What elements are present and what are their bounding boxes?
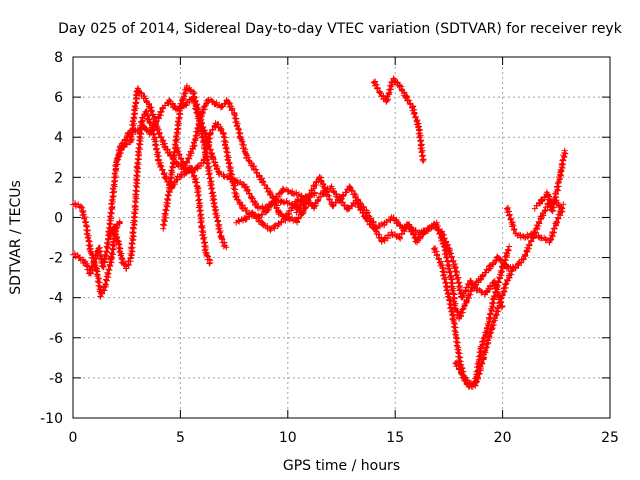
series-track <box>503 201 567 246</box>
y-axis: -10 -8 -6 -4 -2 0 2 4 6 8 <box>40 50 610 427</box>
data-points <box>70 75 569 390</box>
series-track <box>233 174 566 322</box>
y-axis-label: SDTVAR / TECUs <box>8 180 24 295</box>
data-point-markers <box>452 243 513 390</box>
x-tick-label: 0 <box>69 430 78 446</box>
data-point-markers <box>233 174 566 322</box>
y-tick-label: 6 <box>54 90 63 106</box>
series-track <box>452 243 513 390</box>
y-tick-label: -4 <box>49 291 63 307</box>
data-point-markers <box>293 183 506 311</box>
y-tick-label: 0 <box>54 210 63 226</box>
data-point-markers <box>370 75 427 164</box>
x-tick-label: 25 <box>601 430 619 446</box>
y-tick-label: -6 <box>49 331 63 347</box>
plot-frame <box>72 56 611 419</box>
x-tick-label: 10 <box>279 430 297 446</box>
series-track <box>293 183 506 311</box>
x-axis: 0 5 10 15 20 25 <box>69 57 619 446</box>
chart-title: Day 025 of 2014, Sidereal Day-to-day VTE… <box>58 21 623 37</box>
x-tick-label: 15 <box>386 430 404 446</box>
grid-lines <box>73 57 610 418</box>
data-point-markers <box>113 85 318 221</box>
series-track <box>113 85 318 221</box>
x-tick-label: 20 <box>494 430 512 446</box>
y-tick-label: 4 <box>54 130 63 146</box>
y-tick-label: -10 <box>40 411 63 427</box>
y-tick-label: 8 <box>54 50 63 66</box>
y-tick-label: -2 <box>49 251 63 267</box>
y-tick-label: -8 <box>49 371 63 387</box>
series-track <box>531 147 569 215</box>
x-axis-label: GPS time / hours <box>283 458 400 474</box>
x-tick-label: 5 <box>176 430 185 446</box>
y-tick-label: 2 <box>54 170 63 186</box>
data-point-markers <box>531 147 569 215</box>
data-point-markers <box>503 201 567 246</box>
series-track <box>370 75 427 164</box>
